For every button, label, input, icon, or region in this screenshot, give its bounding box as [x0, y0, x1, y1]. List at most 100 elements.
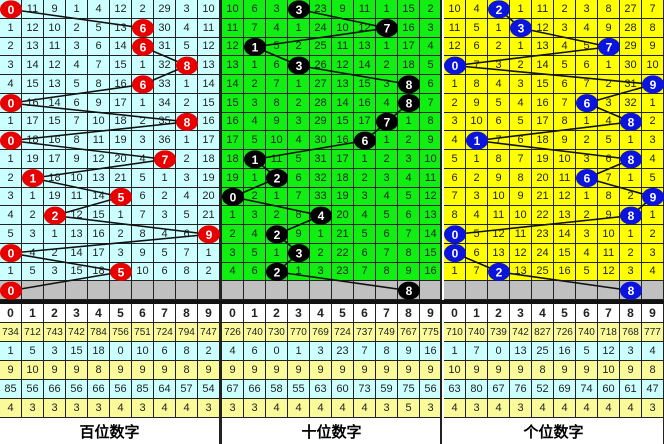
- grid-cell: 10: [466, 112, 488, 132]
- stat-cell: 767: [398, 323, 420, 342]
- trend-line-segment: [10, 252, 122, 273]
- grid-cell: 1: [620, 225, 642, 244]
- empty-cell: [488, 281, 510, 300]
- stat-cell: 73: [354, 380, 376, 399]
- ball-digit: 6: [140, 40, 147, 54]
- grid-cell: 6: [444, 168, 466, 188]
- trend-line-segment: [32, 177, 122, 198]
- grid-cell: 15: [110, 56, 132, 75]
- grid-cell: 5: [244, 131, 266, 150]
- grid-cell: 1: [154, 168, 176, 188]
- grid-cell: 7: [510, 150, 532, 169]
- grid-cell: 21: [110, 168, 132, 188]
- grid-cell: 1: [176, 131, 198, 150]
- grid-cell: 8: [176, 262, 198, 282]
- stat-cell: 742: [66, 323, 88, 342]
- grid-cell: 3: [222, 243, 244, 263]
- grid-cell: 6: [154, 262, 176, 282]
- grid-cell: 5: [244, 243, 266, 263]
- trend-line-segment: [454, 46, 610, 67]
- grid-cell: 21: [532, 187, 554, 207]
- stat-cell: 3: [620, 342, 642, 361]
- stat-cell: 4: [176, 399, 198, 418]
- grid-cell: 2: [466, 168, 488, 188]
- ball-marker: 0: [444, 244, 466, 263]
- grid-cell: 8: [466, 75, 488, 94]
- ball-digit: 0: [8, 284, 15, 298]
- grid-cell: 5: [466, 18, 488, 38]
- ball-digit: 2: [274, 265, 281, 279]
- ball-shape: [222, 187, 244, 206]
- grid-cell: 5: [510, 112, 532, 132]
- grid-cell: 15: [332, 112, 354, 132]
- stat-cell: 737: [354, 323, 376, 342]
- ball-digit: 1: [474, 134, 481, 148]
- stat-cell: 66: [244, 380, 266, 399]
- grid-cell: 16: [88, 225, 110, 244]
- ball-digit: 1: [252, 153, 259, 167]
- stat-cell: 12: [598, 342, 620, 361]
- ball-shape: [398, 281, 420, 300]
- ball-marker: 8: [398, 94, 420, 113]
- stat-cell: 712: [22, 323, 44, 342]
- ball-digit: 9: [650, 78, 657, 92]
- trend-line-segment: [54, 196, 122, 217]
- section-divider: [0, 300, 664, 304]
- stat-cell: 2: [198, 342, 220, 361]
- grid-cell: 8: [376, 262, 398, 282]
- trend-line-segment: [476, 121, 632, 142]
- grid-cell: 2: [244, 75, 266, 94]
- digit-header-cell: 5: [110, 304, 132, 323]
- stat-cell: 8: [376, 342, 398, 361]
- grid-cell: 1: [376, 0, 398, 19]
- grid-cell: 10: [554, 150, 576, 169]
- grid-cell: 12: [554, 187, 576, 207]
- ball-marker: 2: [488, 262, 510, 281]
- ball-digit: 9: [206, 228, 213, 242]
- grid-cell: 1: [288, 18, 310, 38]
- ball-digit: 0: [8, 134, 15, 148]
- grid-cell: 10: [444, 0, 466, 19]
- stat-cell: 1: [288, 342, 310, 361]
- stat-cell: 25: [532, 342, 554, 361]
- stat-cell: 63: [310, 380, 332, 399]
- stat-cell: 9: [354, 361, 376, 380]
- ball-digit: 7: [384, 115, 391, 129]
- digit-header-cell: 9: [198, 304, 220, 323]
- stat-cell: 9: [488, 361, 510, 380]
- grid-cell: 1: [444, 262, 466, 282]
- grid-cell: 12: [598, 262, 620, 282]
- grid-cell: 7: [488, 131, 510, 150]
- grid-cell: 17: [88, 243, 110, 263]
- grid-cell: 11: [554, 168, 576, 188]
- stat-cell: 5: [398, 399, 420, 418]
- ball-shape: [376, 19, 398, 38]
- grid-cell: 27: [310, 75, 332, 94]
- ball-digit: 8: [628, 153, 635, 167]
- grid-cell: 10: [198, 0, 220, 19]
- grid-cell: 9: [488, 168, 510, 188]
- grid-cell: 2: [244, 187, 266, 207]
- trend-line-segment: [10, 233, 210, 254]
- grid-cell: 12: [222, 37, 244, 57]
- grid-cell: 29: [620, 37, 642, 57]
- stat-cell: 57: [176, 380, 198, 399]
- grid-cell: 1: [466, 150, 488, 169]
- ball-shape: [0, 131, 22, 150]
- ball-shape: [176, 112, 198, 131]
- grid-cell: 27: [620, 0, 642, 19]
- stat-cell: 3: [510, 399, 532, 418]
- stat-cell: 3: [466, 399, 488, 418]
- grid-cell: 13: [44, 75, 66, 94]
- grid-cell: 7: [288, 187, 310, 207]
- stat-cell: 9: [288, 361, 310, 380]
- grid-cell: 3: [176, 168, 198, 188]
- grid-cell: 6: [466, 37, 488, 57]
- grid-cell: 9: [598, 206, 620, 225]
- grid-cell: 21: [198, 206, 220, 225]
- grid-cell: 13: [88, 168, 110, 188]
- grid-cell: 3: [510, 75, 532, 94]
- digit-header-cell: 2: [488, 304, 510, 323]
- stat-cell: 742: [510, 323, 532, 342]
- grid-cell: 1: [0, 18, 22, 38]
